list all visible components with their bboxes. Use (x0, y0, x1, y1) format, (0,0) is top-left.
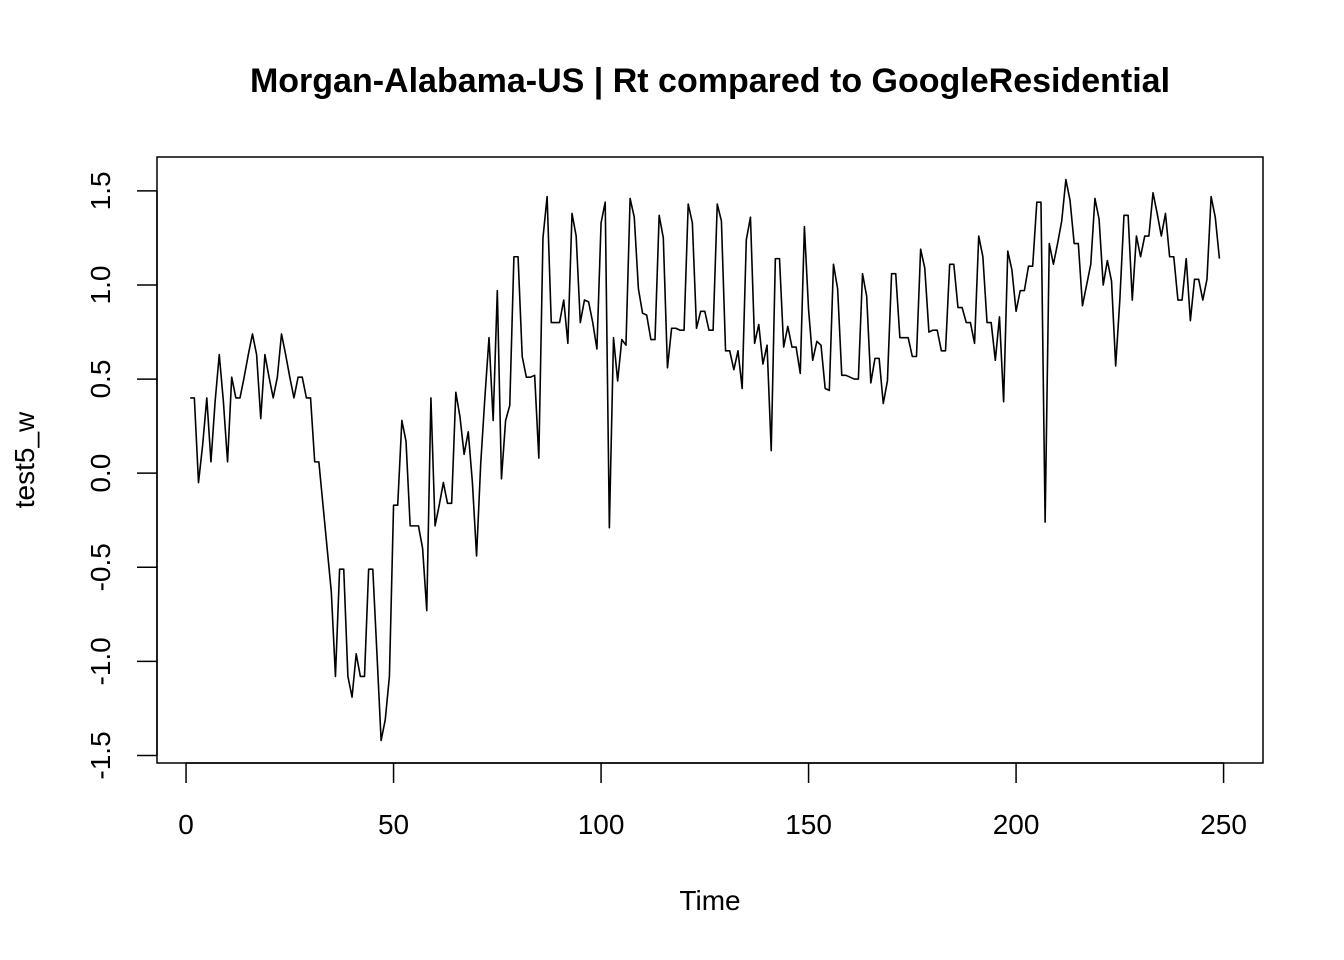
x-axis: 0 50 100 150 200 250 (178, 762, 1247, 840)
y-tick-label: -1.0 (85, 637, 116, 685)
y-tick-label: -1.5 (85, 731, 116, 779)
y-axis-title: test5_w (9, 411, 40, 508)
x-tick-label: 50 (378, 809, 409, 840)
y-axis: -1.5 -1.0 -0.5 0.0 0.5 1.0 1.5 (85, 171, 158, 780)
x-tick-label: 0 (178, 809, 194, 840)
x-tick-label: 200 (993, 809, 1040, 840)
y-tick-label: 0.0 (85, 454, 116, 493)
x-tick-label: 150 (785, 809, 832, 840)
chart-title: Morgan-Alabama-US | Rt compared to Googl… (250, 62, 1170, 100)
plot-frame (156, 156, 1264, 764)
y-tick-label: 0.5 (85, 360, 116, 399)
x-tick-label: 100 (578, 809, 625, 840)
y-tick-label: 1.0 (85, 266, 116, 305)
x-axis-title: Time (679, 885, 740, 916)
series-line (190, 178, 1221, 742)
y-tick-label: 1.5 (85, 171, 116, 210)
y-tick-label: -0.5 (85, 543, 116, 591)
x-tick-label: 250 (1200, 809, 1247, 840)
